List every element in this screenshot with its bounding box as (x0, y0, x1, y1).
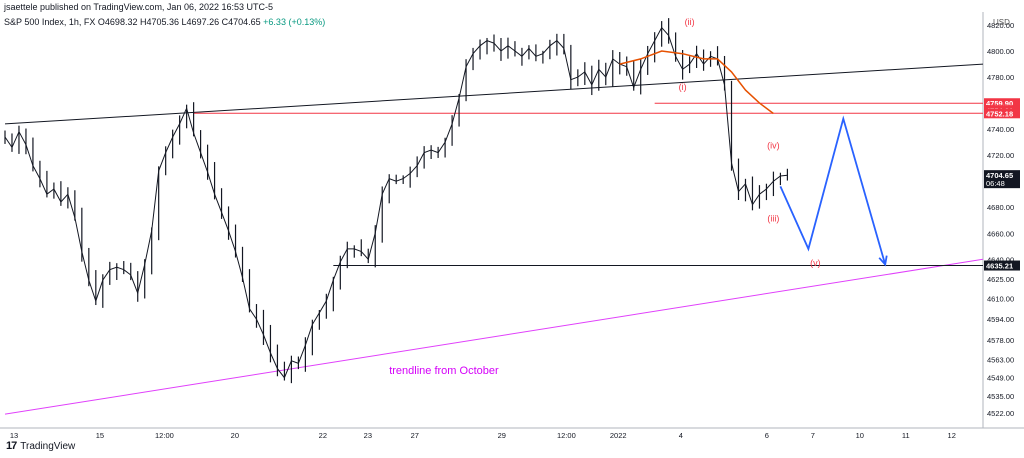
price-label-box (984, 98, 1020, 109)
y-tick-label: 4522.00 (987, 409, 1014, 418)
x-tick-label: 12 (948, 431, 956, 440)
x-tick-label: 13 (10, 431, 18, 440)
x-tick-label: 12:00 (155, 431, 174, 440)
price-label-box (984, 108, 1020, 119)
y-tick-label: 4660.00 (987, 229, 1014, 238)
price-label-value: 4759.90 (986, 99, 1013, 108)
y-tick-label: 4680.00 (987, 203, 1014, 212)
open-value: O4698.32 (97, 17, 138, 27)
currency-label: USD (993, 18, 1010, 27)
price-line (4, 26, 788, 379)
price-label-box (984, 170, 1020, 189)
y-tick-label: 4549.00 (987, 374, 1014, 383)
y-tick-label: 4625.00 (987, 275, 1014, 284)
y-tick-label: 4535.00 (987, 392, 1014, 401)
orange-moving-average (619, 50, 774, 115)
y-tick-label: 4820.00 (987, 21, 1014, 30)
high-value: H4705.36 (139, 17, 180, 27)
x-tick-label: 7 (811, 431, 815, 440)
x-tick-label: 11 (902, 431, 910, 440)
wave-label: (iii) (767, 214, 779, 224)
wave-label: (iv) (767, 141, 780, 151)
x-tick-label: 20 (231, 431, 239, 440)
trendline-october (5, 258, 983, 415)
x-tick-label: 4 (679, 431, 683, 440)
y-tick-label: 4594.00 (987, 315, 1014, 324)
price-label-value: 4635.21 (986, 262, 1013, 271)
y-tick-label: 4578.00 (987, 336, 1014, 345)
y-tick-label: 4740.00 (987, 125, 1014, 134)
change-value: +6.33 (+0.13%) (263, 17, 326, 27)
x-tick-label: 15 (96, 431, 104, 440)
x-tick-label: 22 (319, 431, 327, 440)
price-label-value: 4704.65 (986, 171, 1013, 180)
price-label-box (984, 260, 1020, 271)
y-tick-label: 4720.00 (987, 151, 1014, 160)
publish-line: jsaettele published on TradingView.com, … (4, 2, 274, 12)
projection-path (779, 115, 887, 265)
x-tick-label: 2022 (610, 431, 627, 440)
x-tick-label: 23 (364, 431, 372, 440)
projection-arrowhead (878, 255, 888, 267)
y-tick-label: 4610.00 (987, 294, 1014, 303)
wave-label: (ii) (685, 17, 695, 27)
symbol-name[interactable]: S&P 500 Index, 1h, FX (4, 17, 96, 27)
y-tick-label: 4800.00 (987, 47, 1014, 56)
wave-label: (i) (679, 82, 687, 92)
x-tick-label: 6 (765, 431, 769, 440)
trendline-upper (5, 63, 983, 125)
x-tick-label: 27 (411, 431, 419, 440)
price-label-countdown: 06:48 (986, 179, 1005, 188)
trendline-annotation: trendline from October (389, 365, 499, 377)
y-tick-label: 4640.00 (987, 255, 1014, 264)
wave-label: (v) (810, 258, 821, 268)
x-tick-label: 10 (856, 431, 864, 440)
footer: 17 TradingView (6, 440, 75, 452)
footer-brand[interactable]: TradingView (20, 440, 76, 452)
y-tick-label: 4563.00 (987, 356, 1014, 365)
price-label-value: 4752.18 (986, 109, 1013, 118)
low-value: L4697.26 (181, 17, 220, 27)
x-tick-label: 12:00 (557, 431, 576, 440)
y-tick-label: 4780.00 (987, 73, 1014, 82)
tradingview-logo-icon: 17 (6, 440, 17, 452)
x-tick-label: 29 (498, 431, 506, 440)
ohlc-legend: S&P 500 Index, 1h, FX O4698.32 H4705.36 … (4, 17, 325, 27)
close-value: C4704.65 (221, 17, 261, 27)
